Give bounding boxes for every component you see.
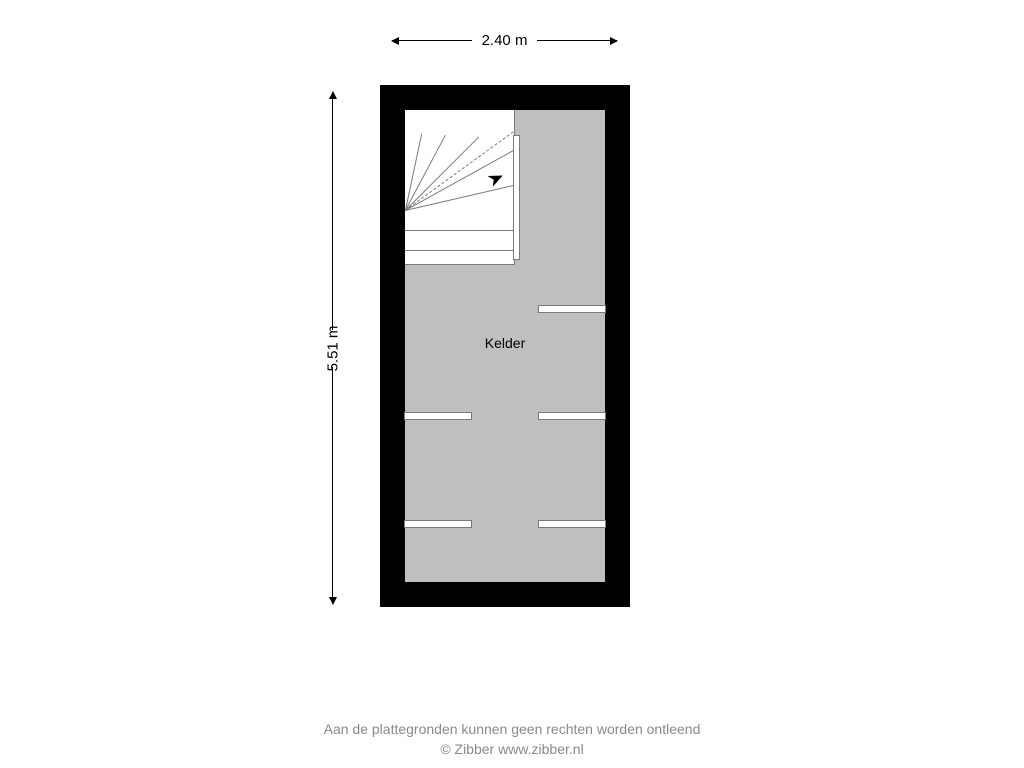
dimension-width-label: 2.40 m [482, 32, 528, 49]
stair-tread [405, 250, 515, 251]
wall-stub [538, 305, 606, 313]
wall-stub [538, 412, 606, 420]
dimension-height-label: 5.51 m [324, 325, 341, 371]
stair-rail [513, 135, 520, 260]
footer: Aan de plattegronden kunnen geen rechten… [0, 720, 1024, 759]
footer-disclaimer: Aan de plattegronden kunnen geen rechten… [0, 720, 1024, 740]
dimension-height: 5.51 m [310, 92, 356, 604]
stair-tread [405, 230, 515, 231]
interior-area: Kelder [405, 110, 605, 582]
wall-stub [538, 520, 606, 528]
wall-stub [404, 412, 472, 420]
floorplan-container: 2.40 m 5.51 m Kelder Aan de pla [0, 0, 1024, 768]
wall-stub [404, 520, 472, 528]
dimension-width: 2.40 m [392, 32, 617, 49]
room-label: Kelder [485, 335, 525, 351]
footer-copyright: © Zibber www.zibber.nl [0, 740, 1024, 760]
